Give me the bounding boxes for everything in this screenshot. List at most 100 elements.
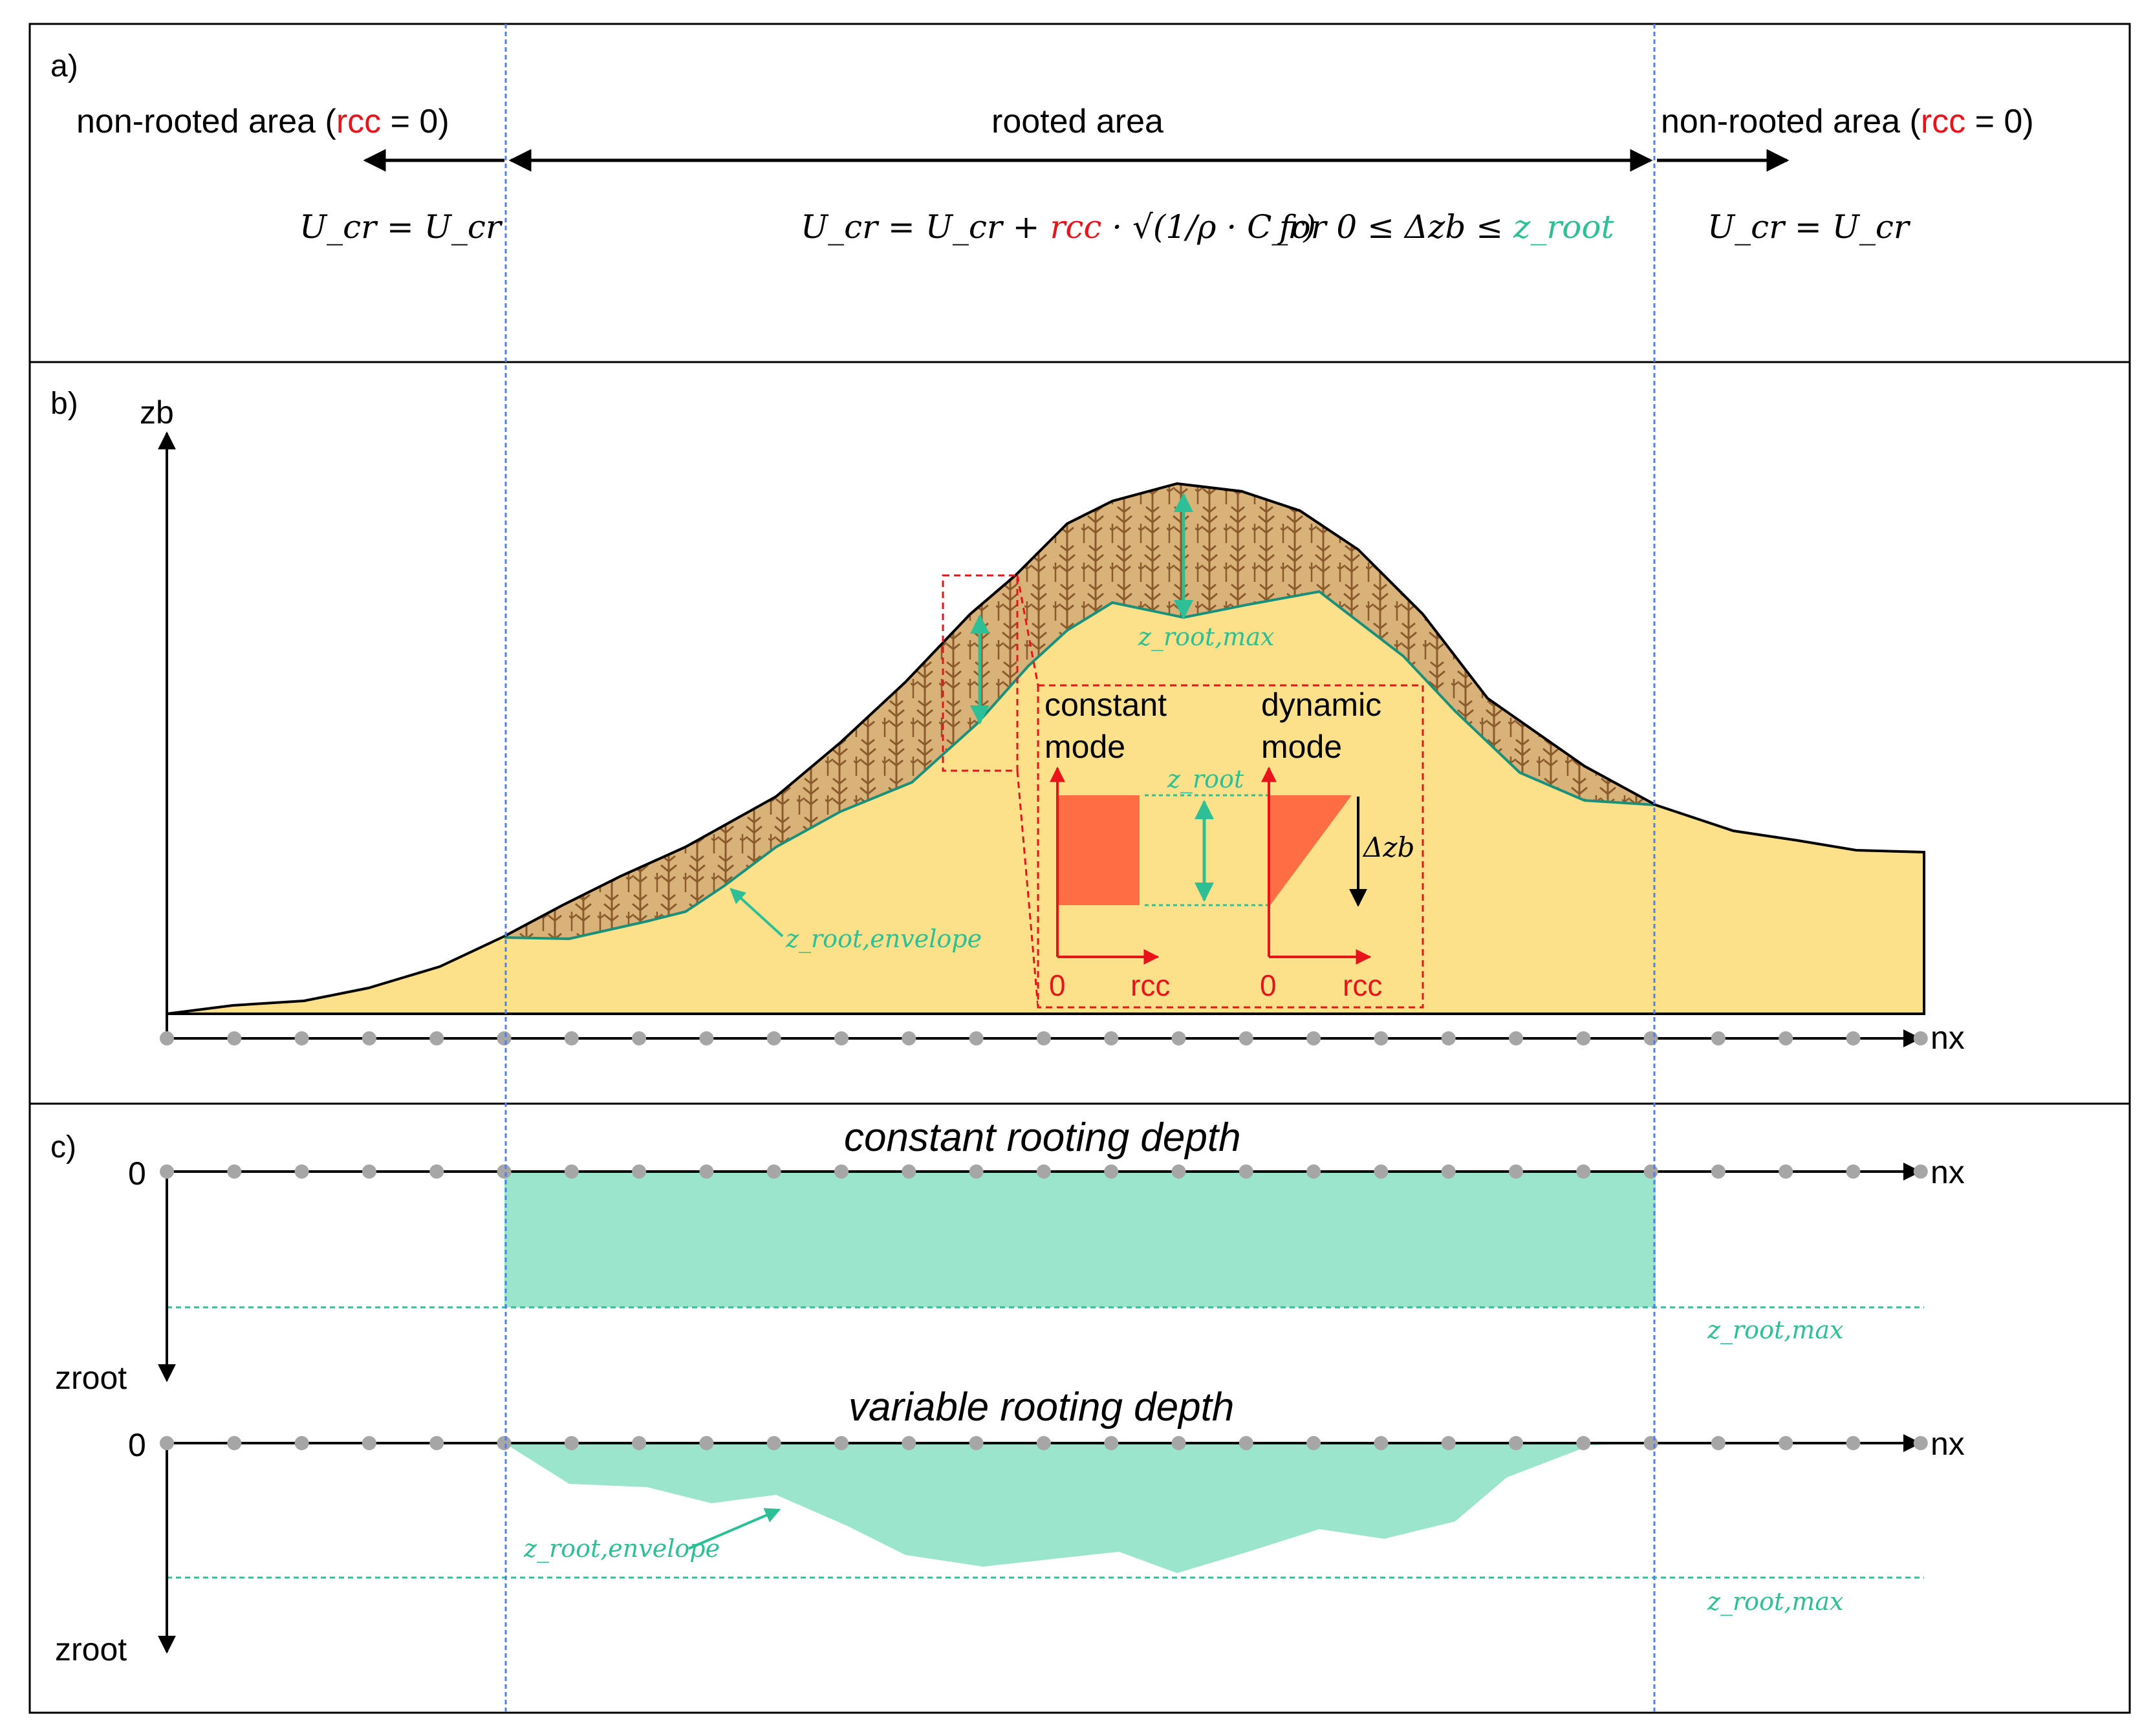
grid-node — [699, 1031, 714, 1045]
grid-node — [1846, 1164, 1861, 1179]
envelope-pointer — [730, 888, 784, 938]
grid-node — [429, 1436, 444, 1450]
grid-node — [1576, 1436, 1591, 1450]
grid-node — [564, 1436, 579, 1450]
grid-node — [902, 1436, 916, 1450]
grid-node — [1104, 1164, 1119, 1179]
grid-node — [1104, 1031, 1119, 1045]
grid-node — [1036, 1164, 1051, 1179]
grid-node — [1239, 1436, 1253, 1450]
grid-node — [969, 1164, 984, 1179]
zero-label-bottom: 0 — [128, 1427, 146, 1463]
panel-c-frame — [28, 1102, 2131, 1714]
equation-left: U_cr = U_cr — [299, 208, 503, 246]
grid-node — [497, 1164, 512, 1179]
constant-mode-line1: constant — [1044, 687, 1167, 723]
panel-a: non-rooted area (rcc = 0) rooted area no… — [76, 103, 2034, 246]
dynamic-rcc-label: rcc — [1343, 969, 1382, 1002]
dynamic-mode-triangle — [1270, 795, 1352, 905]
equation-center: U_cr = U_cr + rcc · √(1/ρ · C_r) — [801, 208, 1316, 246]
grid-node — [1441, 1031, 1456, 1045]
grid-node — [834, 1436, 849, 1450]
variable-depth-area — [504, 1443, 1656, 1573]
left-area-label: non-rooted area (rcc = 0) — [76, 103, 449, 140]
grid-node — [1306, 1031, 1321, 1045]
root-max-label-bottom: z_root,max — [1707, 1587, 1843, 1616]
envelope-label-c: z_root,envelope — [523, 1534, 720, 1563]
rooted-layer — [504, 484, 1656, 939]
grid-node — [699, 1436, 714, 1450]
grid-node — [969, 1436, 984, 1450]
grid-node — [362, 1436, 376, 1450]
grid-node — [1036, 1436, 1051, 1450]
grid-node — [1171, 1436, 1186, 1450]
grid-node — [766, 1031, 781, 1045]
nx-axis-label: nx — [1931, 1020, 1965, 1056]
grid-nodes-c-bottom — [160, 1436, 1928, 1450]
grid-node — [497, 1031, 512, 1045]
grid-node — [1711, 1164, 1726, 1179]
grid-node — [1779, 1031, 1793, 1045]
grid-node — [1441, 1164, 1456, 1179]
mode-inset: constant mode dynamic mode 0 rcc z_root … — [1037, 684, 1424, 1009]
grid-node — [766, 1436, 781, 1450]
zb-axis-label: zb — [140, 394, 174, 431]
grid-node — [294, 1031, 309, 1045]
grid-node — [1846, 1031, 1861, 1045]
grid-node — [1643, 1436, 1658, 1450]
grid-node — [362, 1031, 376, 1045]
constant-origin-label: 0 — [1049, 969, 1066, 1002]
panel-frames — [28, 23, 2131, 1714]
grid-node — [227, 1164, 242, 1179]
grid-node — [1441, 1436, 1456, 1450]
grid-node — [1036, 1031, 1051, 1045]
constant-mode-block — [1059, 795, 1140, 905]
grid-node — [1779, 1164, 1793, 1179]
grid-node — [294, 1164, 309, 1179]
envelope-pointer-c — [688, 1508, 781, 1550]
grid-node — [1576, 1164, 1591, 1179]
grid-node — [1576, 1031, 1591, 1045]
constant-depth-title: constant rooting depth — [844, 1115, 1241, 1160]
grid-node — [1374, 1164, 1389, 1179]
root-envelope-label: z_root,envelope — [785, 925, 982, 954]
grid-node — [766, 1164, 781, 1179]
panel-b-label: b) — [50, 387, 78, 421]
grid-node — [362, 1164, 376, 1179]
panel-a-label: a) — [50, 49, 78, 83]
grid-node — [429, 1031, 444, 1045]
grid-node — [632, 1031, 647, 1045]
grid-node — [1643, 1164, 1658, 1179]
root-envelope-line — [504, 590, 1656, 941]
inset-root-label: z_root — [1167, 765, 1244, 794]
grid-node — [699, 1164, 714, 1179]
panel-c: constant rooting depth variable rooting … — [55, 1115, 1965, 1667]
panel-a-frame — [28, 23, 2131, 363]
grid-node — [429, 1164, 444, 1179]
grid-node — [1239, 1164, 1253, 1179]
grid-node — [1711, 1031, 1726, 1045]
grid-node — [1711, 1436, 1726, 1450]
constant-rcc-label: rcc — [1131, 969, 1170, 1002]
grid-nodes-c-top — [160, 1164, 1928, 1179]
zoom-connector-bottom — [1016, 770, 1039, 1008]
equation-right: U_cr = U_cr — [1707, 208, 1911, 246]
grid-node — [1306, 1436, 1321, 1450]
grid-node — [1643, 1031, 1658, 1045]
zero-label-top: 0 — [128, 1155, 146, 1192]
grid-node — [564, 1031, 579, 1045]
grid-node — [1374, 1436, 1389, 1450]
dynamic-mode-line1: dynamic — [1261, 687, 1381, 723]
grid-node — [1374, 1031, 1389, 1045]
grid-node — [227, 1031, 242, 1045]
nx-label-top: nx — [1931, 1154, 1965, 1190]
panel-b: zb nx z_root,max z_root,envelope constan… — [140, 394, 1965, 1056]
grid-node — [160, 1164, 174, 1179]
panel-c-label: c) — [50, 1130, 76, 1164]
constant-depth-area — [504, 1172, 1656, 1307]
zroot-label-bottom: zroot — [55, 1631, 127, 1667]
root-max-label: z_root,max — [1138, 623, 1274, 652]
zoom-box — [942, 574, 1019, 772]
dynamic-mode-line2: mode — [1261, 729, 1342, 765]
variable-depth-title: variable rooting depth — [849, 1385, 1234, 1430]
